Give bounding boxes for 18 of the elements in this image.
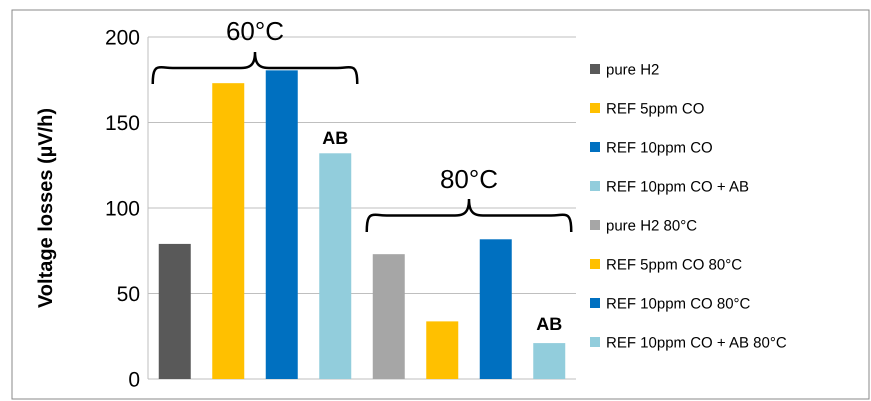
y-tick-label: 200 xyxy=(104,26,140,50)
y-tick-label: 100 xyxy=(104,197,140,220)
y-axis-title: Voltage losses (µV/h) xyxy=(35,108,57,308)
annotation: 80°C xyxy=(440,164,498,194)
legend-label: REF 10ppm CO xyxy=(606,139,713,156)
legend-label: REF 10ppm CO 80°C xyxy=(606,295,751,312)
y-tick-label: 150 xyxy=(104,112,140,135)
legend-label: pure H2 80°C xyxy=(606,217,698,234)
legend-label: pure H2 xyxy=(606,61,660,78)
annotation: AB xyxy=(536,314,562,334)
annotation: AB xyxy=(322,128,348,148)
legend-label: REF 5ppm CO 80°C xyxy=(606,256,742,274)
legend-label: REF 5ppm CO xyxy=(606,100,704,118)
legend-label: REF 10ppm CO + AB xyxy=(606,178,749,196)
legend-label: REF 10ppm CO + AB 80°C xyxy=(606,334,787,352)
annotation: 60°C xyxy=(226,16,284,46)
y-tick-label: 50 xyxy=(116,282,140,306)
y-tick-label: 0 xyxy=(128,368,140,392)
